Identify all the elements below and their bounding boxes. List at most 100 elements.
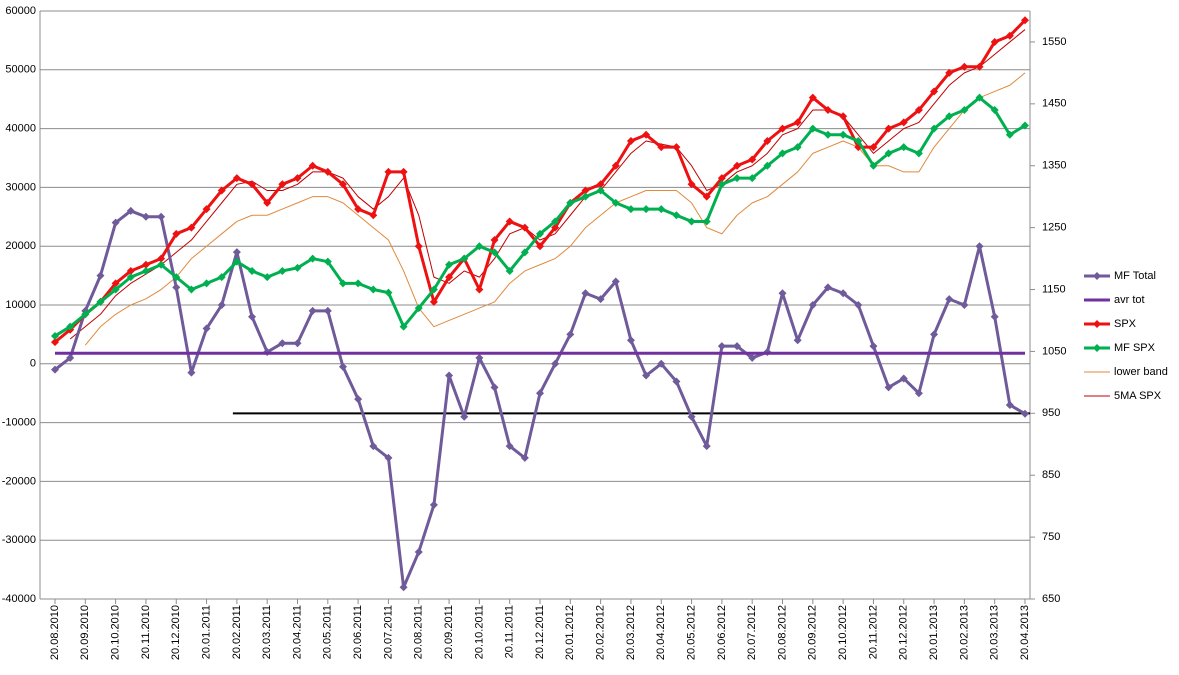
- data-point: [172, 229, 181, 238]
- x-tick-label: 20.06.2012: [716, 605, 728, 660]
- data-point: [308, 254, 317, 263]
- data-point: [672, 143, 681, 152]
- data-point: [536, 389, 544, 398]
- data-point: [505, 217, 514, 226]
- data-point: [733, 161, 742, 170]
- data-point: [1005, 31, 1014, 40]
- data-point: [945, 295, 954, 304]
- x-tick-label: 20.01.2011: [200, 605, 212, 659]
- data-point: [232, 248, 241, 257]
- data-point: [96, 271, 105, 280]
- y2-tick-label: 850: [1042, 469, 1060, 481]
- data-point: [157, 254, 166, 263]
- data-point: [748, 155, 757, 164]
- data-point: [187, 368, 196, 377]
- x-tick-label: 20.11.2012: [867, 605, 879, 659]
- legend-label: avr tot: [1114, 294, 1145, 306]
- x-tick-label: 20.10.2011: [473, 605, 485, 659]
- data-point: [657, 143, 666, 152]
- data-point: [354, 279, 363, 288]
- data-point: [702, 192, 711, 201]
- data-point: [793, 118, 802, 127]
- data-point: [505, 266, 514, 275]
- data-point: [232, 257, 241, 266]
- data-point: [717, 174, 726, 183]
- data-point: [490, 236, 499, 245]
- legend-label: SPX: [1114, 318, 1137, 330]
- data-point: [626, 136, 635, 145]
- x-tick-label: 20.03.2012: [625, 605, 637, 660]
- data-point: [1021, 121, 1029, 130]
- data-point: [172, 273, 181, 282]
- data-point: [596, 186, 605, 195]
- data-point: [96, 297, 105, 306]
- data-point: [808, 93, 817, 102]
- data-point: [808, 124, 817, 133]
- data-point: [793, 336, 802, 345]
- data-point: [232, 174, 241, 183]
- data-point: [536, 242, 544, 251]
- legend-marker: [1093, 344, 1101, 352]
- data-point: [975, 242, 984, 251]
- data-point: [399, 167, 408, 176]
- data-point: [475, 242, 484, 251]
- data-point: [551, 223, 560, 232]
- data-point: [717, 342, 726, 351]
- data-point: [960, 301, 969, 309]
- data-point: [930, 87, 939, 96]
- y-tick-label: -10000: [2, 417, 36, 429]
- data-point: [914, 389, 923, 398]
- data-point: [263, 273, 272, 282]
- data-point: [187, 285, 196, 294]
- data-point: [66, 353, 75, 362]
- x-tick-label: 20.05.2011: [322, 605, 334, 659]
- data-point: [914, 106, 923, 115]
- data-point: [1021, 409, 1029, 418]
- data-point: [384, 288, 393, 297]
- y2-tick-label: 650: [1042, 593, 1060, 605]
- data-point: [642, 205, 651, 214]
- x-tick-label: 20.08.2012: [776, 605, 788, 660]
- data-point: [354, 205, 363, 214]
- y2-tick-label: 750: [1042, 531, 1060, 543]
- x-tick-label: 20.04.2011: [291, 605, 303, 659]
- data-point: [460, 254, 469, 263]
- legend-marker: [1093, 320, 1101, 328]
- data-point: [51, 331, 59, 340]
- data-point: [990, 312, 999, 321]
- data-point: [823, 130, 832, 139]
- data-point: [429, 285, 438, 294]
- data-point: [930, 124, 939, 133]
- data-point: [445, 371, 454, 380]
- x-tick-label: 20.02.2011: [231, 605, 243, 659]
- data-point: [839, 130, 848, 139]
- y2-tick-label: 1550: [1042, 36, 1066, 48]
- data-point: [323, 306, 332, 315]
- x-tick-label: 20.01.2012: [564, 605, 576, 660]
- data-point: [187, 223, 196, 232]
- data-point: [642, 130, 651, 139]
- data-point: [323, 257, 332, 266]
- data-point: [733, 174, 742, 183]
- data-point: [278, 339, 287, 348]
- x-tick-label: 20.09.2010: [79, 605, 91, 660]
- data-point: [551, 359, 560, 368]
- data-point: [338, 180, 347, 189]
- data-point: [672, 377, 681, 386]
- x-tick-label: 20.09.2011: [443, 605, 455, 659]
- data-point: [536, 229, 544, 238]
- legend-label: 5MA SPX: [1114, 390, 1162, 402]
- y-tick-label: 10000: [5, 299, 36, 311]
- data-point: [475, 353, 484, 362]
- y-tick-label: -40000: [2, 593, 36, 605]
- data-point: [429, 297, 438, 306]
- data-point: [111, 279, 120, 288]
- y2-tick-label: 1450: [1042, 98, 1066, 110]
- data-point: [854, 301, 863, 309]
- data-point: [657, 359, 666, 368]
- data-point: [854, 136, 863, 145]
- data-point: [505, 442, 514, 451]
- x-tick-label: 20.11.2010: [140, 605, 152, 659]
- data-point: [960, 62, 969, 71]
